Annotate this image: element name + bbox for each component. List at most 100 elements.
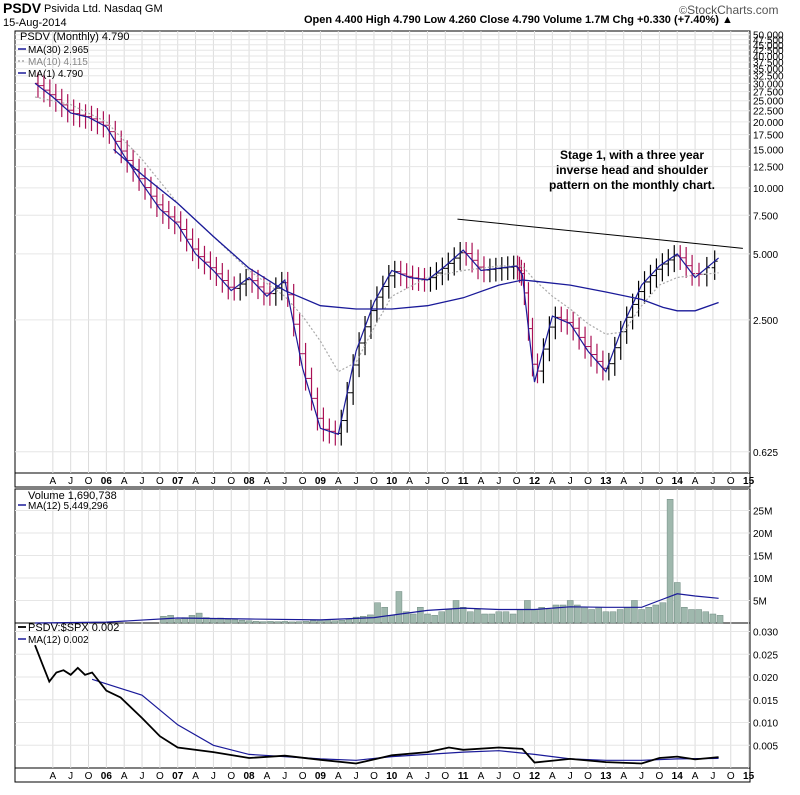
- volume-bar: [616, 609, 624, 624]
- x-tick-label: 15: [743, 771, 755, 782]
- x-tick-label: J: [354, 771, 359, 782]
- x-tick-label: O: [441, 476, 449, 487]
- x-tick-label: O: [441, 771, 449, 782]
- x-tick-label: O: [656, 771, 664, 782]
- volume-bar: [481, 613, 488, 624]
- x-tick-label: A: [50, 771, 57, 782]
- x-tick-label: 11: [458, 476, 469, 487]
- volume-bar: [452, 600, 460, 624]
- volume-bar: [252, 620, 260, 624]
- y-tick-label: 15M: [753, 552, 772, 563]
- volume-bar: [352, 616, 360, 624]
- x-tick-label: A: [478, 476, 485, 487]
- x-tick-label: 06: [101, 476, 113, 487]
- y-tick-label: 0.010: [753, 719, 778, 730]
- x-tick-label: A: [406, 476, 413, 487]
- volume-bar: [331, 620, 338, 624]
- x-tick-label: A: [549, 771, 556, 782]
- legend-entry: MA(1) 4.790: [28, 69, 83, 80]
- y-tick-label: 17.500: [753, 131, 784, 142]
- volume-bar: [716, 615, 724, 624]
- x-tick-label: O: [584, 771, 592, 782]
- volume-bar: [595, 607, 602, 624]
- x-tick-label: A: [50, 476, 57, 487]
- x-tick-label: A: [121, 771, 128, 782]
- annotation-text: inverse head and shoulder: [556, 163, 708, 177]
- volume-bar: [345, 618, 353, 624]
- volume-bar: [424, 613, 431, 624]
- volume-legend-title: Volume 1,690,738: [28, 490, 117, 502]
- x-tick-label: 08: [244, 476, 256, 487]
- annotation-text: pattern on the monthly chart.: [549, 178, 715, 192]
- volume-bar: [324, 619, 331, 624]
- volume-bar: [531, 609, 538, 624]
- y-tick-label: 27.500: [753, 88, 784, 99]
- x-tick-label: A: [192, 476, 199, 487]
- volume-bar: [160, 616, 167, 624]
- volume-bar: [673, 582, 681, 624]
- legend-entry: MA(12) 0.002: [28, 635, 89, 646]
- volume-bar: [524, 600, 531, 624]
- volume-bar: [445, 609, 453, 624]
- copyright-mark: ©: [679, 5, 688, 17]
- company-exchange: Psivida Ltd. Nasdaq GM: [44, 3, 163, 15]
- x-tick-label: O: [156, 476, 164, 487]
- x-tick-label: O: [299, 771, 307, 782]
- x-tick-label: A: [478, 771, 485, 782]
- y-tick-label: 10.000: [753, 184, 784, 195]
- ticker-symbol: PSDV: [3, 0, 42, 16]
- ma30-line: [113, 148, 719, 312]
- volume-bar: [574, 604, 581, 624]
- y-tick-label: 10M: [753, 574, 772, 585]
- volume-bar: [581, 607, 588, 624]
- volume-bar: [538, 607, 545, 624]
- legend-entry: MA(12) 5,449,296: [28, 501, 108, 512]
- trendline: [457, 218, 743, 249]
- x-tick-label: O: [513, 771, 521, 782]
- volume-bar: [417, 607, 424, 624]
- volume-bar: [267, 621, 274, 624]
- volume-bar: [367, 614, 374, 624]
- x-tick-label: J: [282, 476, 287, 487]
- x-tick-label: A: [692, 476, 699, 487]
- x-tick-label: J: [354, 476, 359, 487]
- volume-bar: [488, 613, 495, 624]
- x-tick-label: J: [710, 771, 715, 782]
- x-tick-label: A: [620, 476, 627, 487]
- volume-bar: [566, 600, 574, 624]
- volume-bar: [310, 620, 317, 624]
- y-tick-label: 32.500: [753, 72, 784, 83]
- x-tick-label: J: [140, 771, 145, 782]
- x-tick-label: 07: [172, 771, 184, 782]
- volume-bar: [431, 615, 438, 624]
- volume-bar: [402, 611, 410, 624]
- x-tick-label: J: [68, 771, 73, 782]
- volume-bar: [438, 611, 445, 624]
- volume-bar: [395, 591, 403, 624]
- panel-frame: [14, 30, 751, 474]
- volume-bar: [295, 621, 303, 624]
- volume-bar: [281, 621, 289, 624]
- y-tick-label: 35.000: [753, 65, 784, 76]
- x-tick-label: A: [121, 476, 128, 487]
- legend-entry: MA(30) 2.965: [28, 45, 89, 56]
- x-tick-label: O: [513, 476, 521, 487]
- y-tick-label: 0.030: [753, 628, 778, 639]
- volume-bar: [609, 611, 617, 624]
- x-tick-label: A: [264, 771, 271, 782]
- volume-bar: [509, 613, 517, 624]
- volume-bar: [652, 604, 660, 624]
- volume-bar: [695, 609, 702, 624]
- x-tick-label: O: [584, 476, 592, 487]
- volume-bar: [203, 617, 210, 624]
- volume-bar: [666, 499, 674, 624]
- x-tick-label: J: [496, 771, 501, 782]
- x-tick-label: 14: [672, 771, 684, 782]
- volume-bar: [374, 602, 381, 624]
- x-tick-label: O: [370, 771, 378, 782]
- x-tick-label: A: [264, 476, 271, 487]
- y-tick-label: 50.000: [753, 31, 784, 42]
- x-tick-label: O: [656, 476, 664, 487]
- volume-bar: [588, 609, 595, 624]
